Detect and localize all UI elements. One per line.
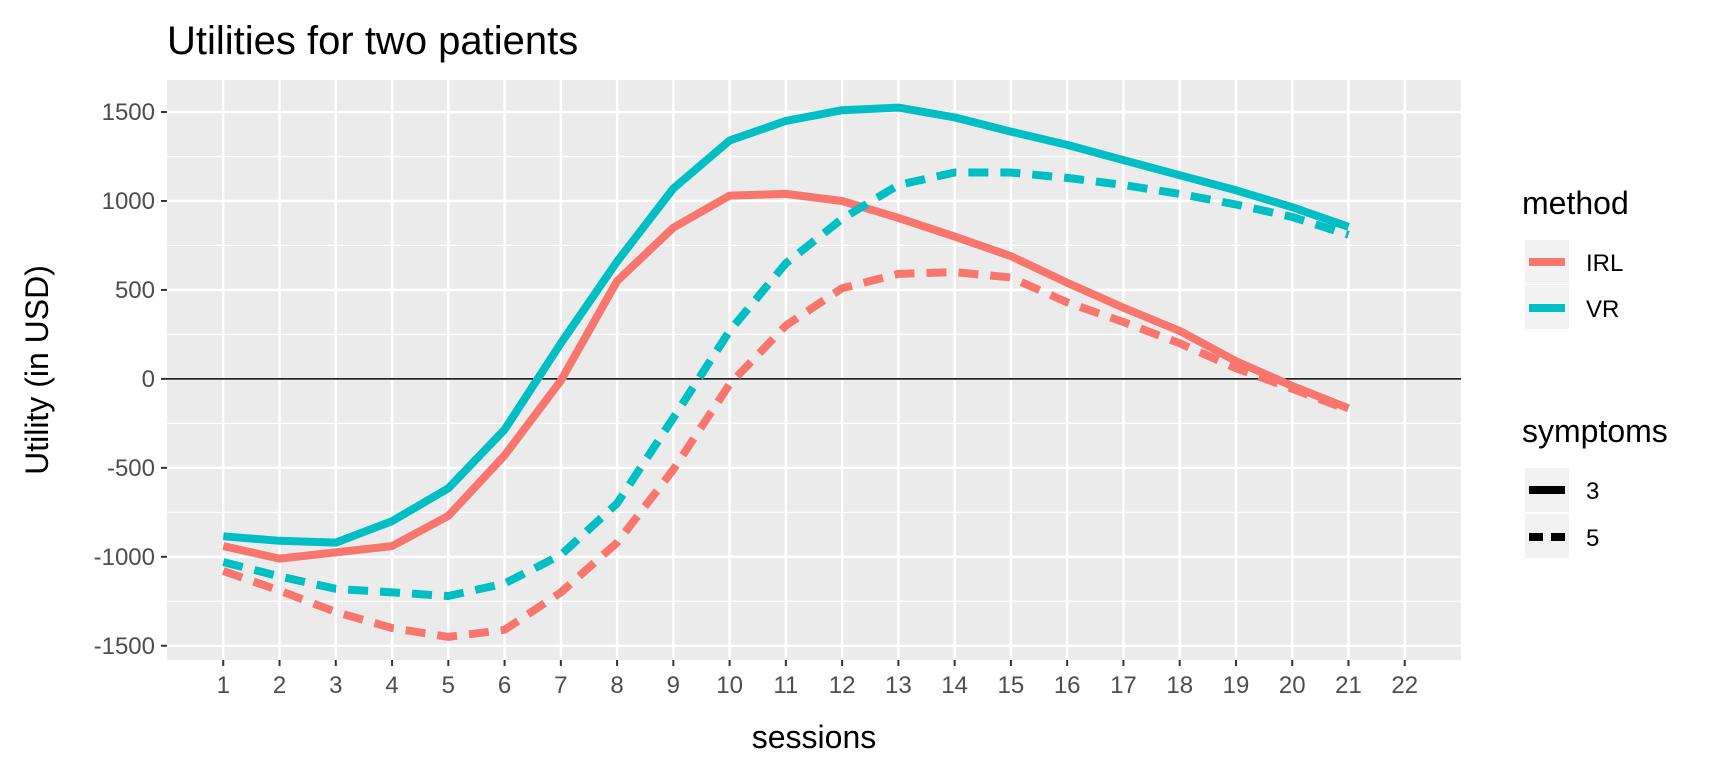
x-tick-label: 2 (273, 672, 286, 699)
y-tick-label: 1000 (102, 188, 155, 215)
y-tick-label: 1500 (102, 99, 155, 126)
x-tick-label: 22 (1391, 672, 1418, 699)
y-axis-title: Utility (in USD) (19, 265, 55, 475)
x-tick-label: 19 (1223, 672, 1250, 699)
legend-label-5: 5 (1586, 525, 1599, 552)
x-tick-label: 5 (442, 672, 455, 699)
legend-label-3: 3 (1586, 478, 1599, 505)
x-tick-label: 12 (829, 672, 856, 699)
x-tick-label: 10 (716, 672, 743, 699)
x-tick-label: 6 (498, 672, 511, 699)
y-tick-label: -500 (107, 455, 155, 482)
x-tick-label: 17 (1110, 672, 1137, 699)
x-tick-label: 15 (998, 672, 1025, 699)
y-tick-label: 500 (115, 277, 155, 304)
series-line-irl-symptoms-5 (221, 268, 1350, 641)
x-tick-label: 21 (1335, 672, 1362, 699)
y-tick-label: 0 (142, 366, 155, 393)
series-line-vr-symptoms-5 (222, 168, 1350, 600)
x-tick-label: 18 (1166, 672, 1193, 699)
plot-panel (167, 80, 1461, 660)
x-tick-label: 4 (385, 672, 398, 699)
legend-symptoms-title: symptoms (1522, 413, 1668, 449)
series-lines (221, 103, 1350, 641)
x-tick-label: 13 (885, 672, 912, 699)
x-tick-label: 9 (667, 672, 680, 699)
x-axis-title: sessions (752, 719, 877, 755)
y-tick-label: -1000 (94, 544, 155, 571)
legend-symptoms: symptoms 3 5 (1522, 413, 1668, 558)
series-line-vr-symptoms-3 (222, 103, 1350, 547)
x-tick-label: 16 (1054, 672, 1081, 699)
x-tick-label: 3 (329, 672, 342, 699)
x-tick-label: 1 (217, 672, 230, 699)
legend-method: method IRL VR (1522, 185, 1629, 329)
legend-label-irl: IRL (1586, 250, 1623, 277)
x-tick-label: 7 (554, 672, 567, 699)
y-tick-label: -1500 (94, 633, 155, 660)
x-tick-label: 8 (610, 672, 623, 699)
chart-title: Utilities for two patients (167, 19, 578, 63)
series-line-irl-symptoms-3 (222, 189, 1350, 563)
x-tick-label: 14 (941, 672, 968, 699)
legend-method-title: method (1522, 185, 1629, 221)
y-axis-ticks: -1500 -1000 -500 0 500 1000 1500 (94, 99, 167, 660)
x-tick-label: 20 (1279, 672, 1306, 699)
legend-label-vr: VR (1586, 296, 1619, 323)
x-tick-label: 11 (773, 672, 798, 699)
x-axis-ticks: 1 2 3 4 5 6 7 8 9 10 11 12 13 14 15 16 17 18 19 20 21 22 (217, 660, 1418, 699)
